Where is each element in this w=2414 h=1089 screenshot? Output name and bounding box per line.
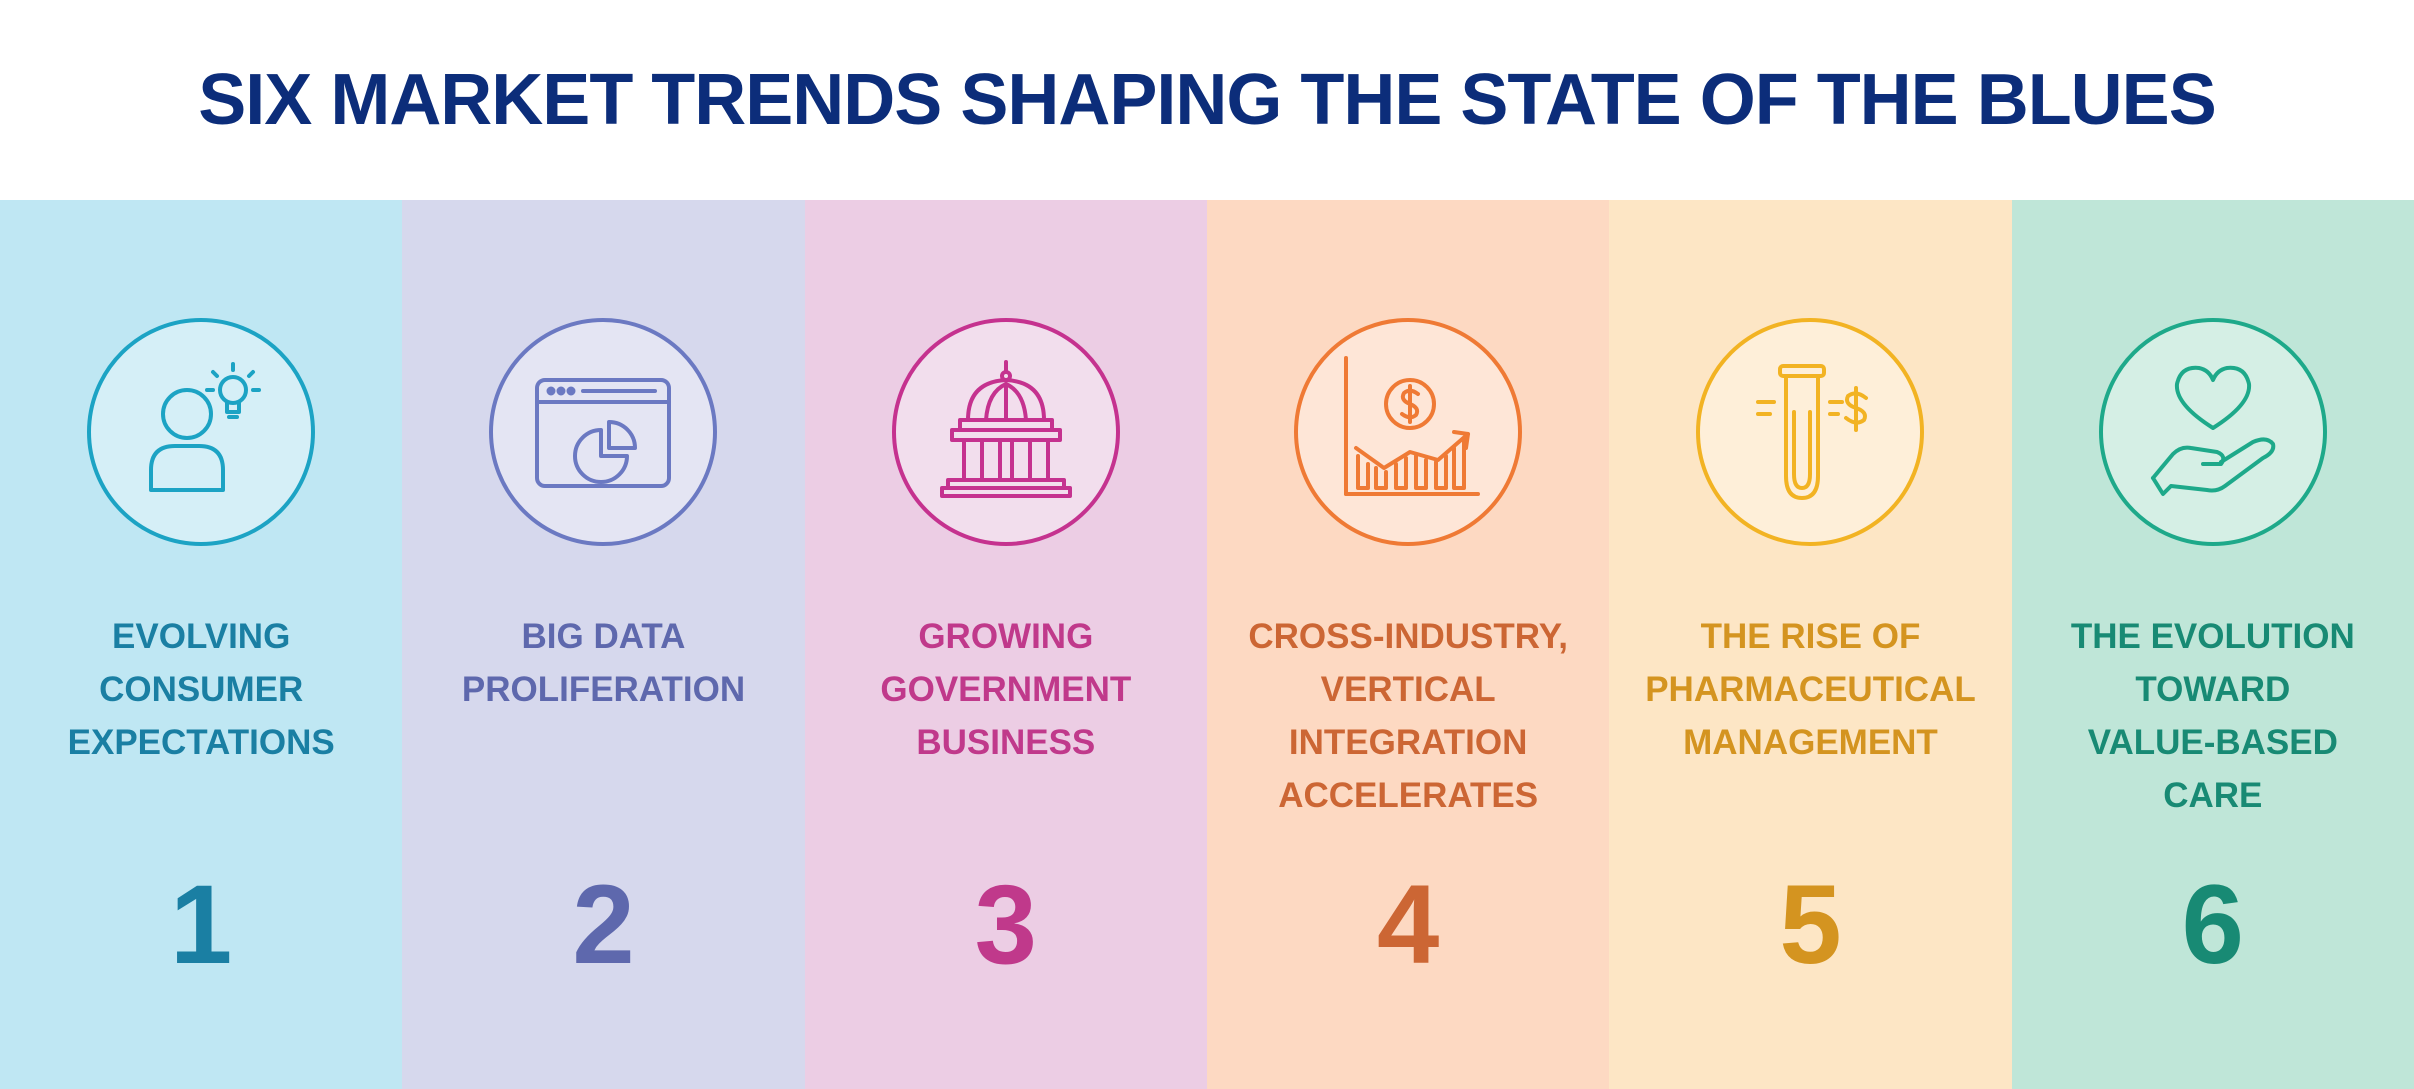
trend-column-2: BIG DATA PROLIFERATION 2: [402, 200, 805, 1089]
heart-in-hand-icon: [2150, 365, 2276, 496]
header: SIX MARKET TRENDS SHAPING THE STATE OF T…: [0, 0, 2414, 200]
trend-icon-circle: [1294, 318, 1523, 546]
trend-label: CROSS-INDUSTRY, VERTICAL INTEGRATION ACC…: [1248, 617, 1568, 815]
trend-column-1: EVOLVING CONSUMER EXPECTATIONS 1: [0, 200, 403, 1089]
trend-label: GROWING GOVERNMENT BUSINESS: [880, 617, 1132, 762]
trend-number: 1: [170, 862, 233, 987]
trend-icon-circle: [2098, 318, 2327, 546]
trend-number: 3: [974, 862, 1037, 987]
trend-icon-circle: [87, 318, 316, 546]
trend-icon-circle: [891, 318, 1120, 546]
trend-label: THE EVOLUTION TOWARD VALUE-BASED CARE: [2070, 617, 2355, 815]
trend-number: 2: [572, 862, 635, 987]
trend-number: 6: [2181, 862, 2244, 987]
trend-number: 5: [1779, 862, 1842, 987]
consumer-idea-icon: [149, 362, 262, 492]
trend-columns: EVOLVING CONSUMER EXPECTATIONS 1 BIG DAT…: [0, 200, 2414, 1089]
trend-column-5: THE RISE OF PHARMACEUTICAL MANAGEMENT 5: [1609, 200, 2012, 1089]
trend-icon-circle: [1696, 318, 1925, 546]
page-title: SIX MARKET TRENDS SHAPING THE STATE OF T…: [198, 60, 2216, 140]
trend-label: BIG DATA PROLIFERATION: [461, 617, 746, 709]
trend-icon-circle: [489, 318, 718, 546]
trend-label: EVOLVING CONSUMER EXPECTATIONS: [67, 617, 335, 762]
capitol-building-icon: [939, 360, 1072, 498]
browser-pie-chart-icon: [535, 378, 672, 488]
trend-column-3: GROWING GOVERNMENT BUSINESS 3: [804, 200, 1207, 1089]
trend-column-4: CROSS-INDUSTRY, VERTICAL INTEGRATION ACC…: [1206, 200, 1610, 1089]
trend-label: THE RISE OF PHARMACEUTICAL MANAGEMENT: [1645, 617, 1976, 762]
dollar-growth-chart-icon: [1344, 356, 1481, 496]
test-tube-dollar-icon: [1756, 364, 1869, 500]
trend-column-6: THE EVOLUTION TOWARD VALUE-BASED CARE 6: [2011, 200, 2414, 1089]
trend-number: 4: [1377, 862, 1440, 987]
